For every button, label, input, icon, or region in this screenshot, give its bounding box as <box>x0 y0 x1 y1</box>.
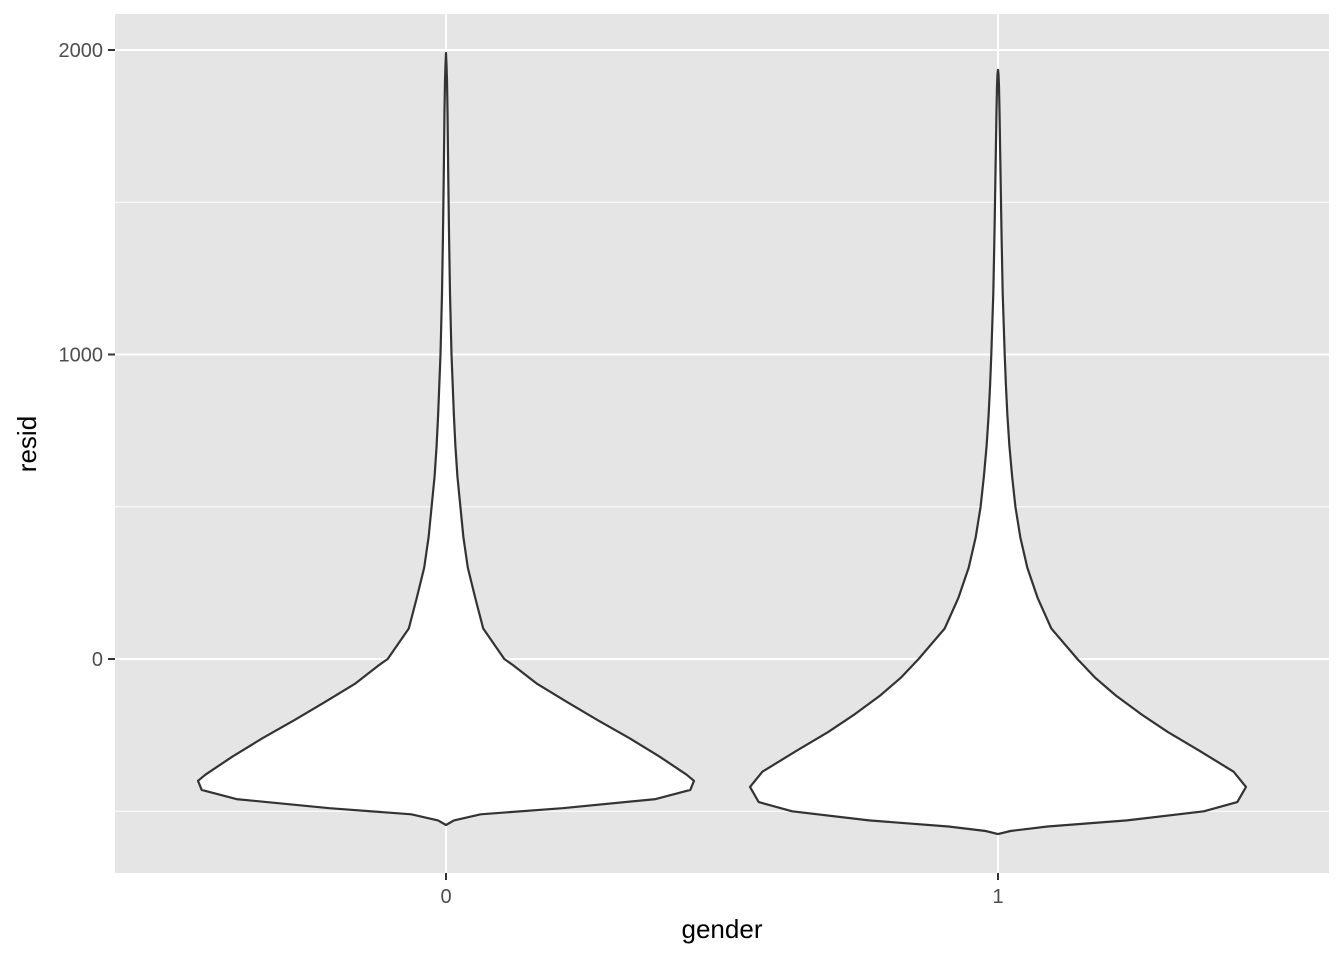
violins <box>196 51 1248 836</box>
y-axis: 0 1000 2000 <box>59 40 115 671</box>
x-axis-title: gender <box>682 914 763 944</box>
y-tick-label: 2000 <box>59 40 104 62</box>
x-tick-label: 1 <box>992 886 1003 908</box>
x-tick-label: 0 <box>440 886 451 908</box>
y-tick-label: 0 <box>92 649 103 671</box>
y-axis-title: resid <box>12 416 42 472</box>
violin-0 <box>196 51 696 827</box>
violin-1 <box>748 68 1248 836</box>
y-tick-label: 1000 <box>59 345 104 367</box>
